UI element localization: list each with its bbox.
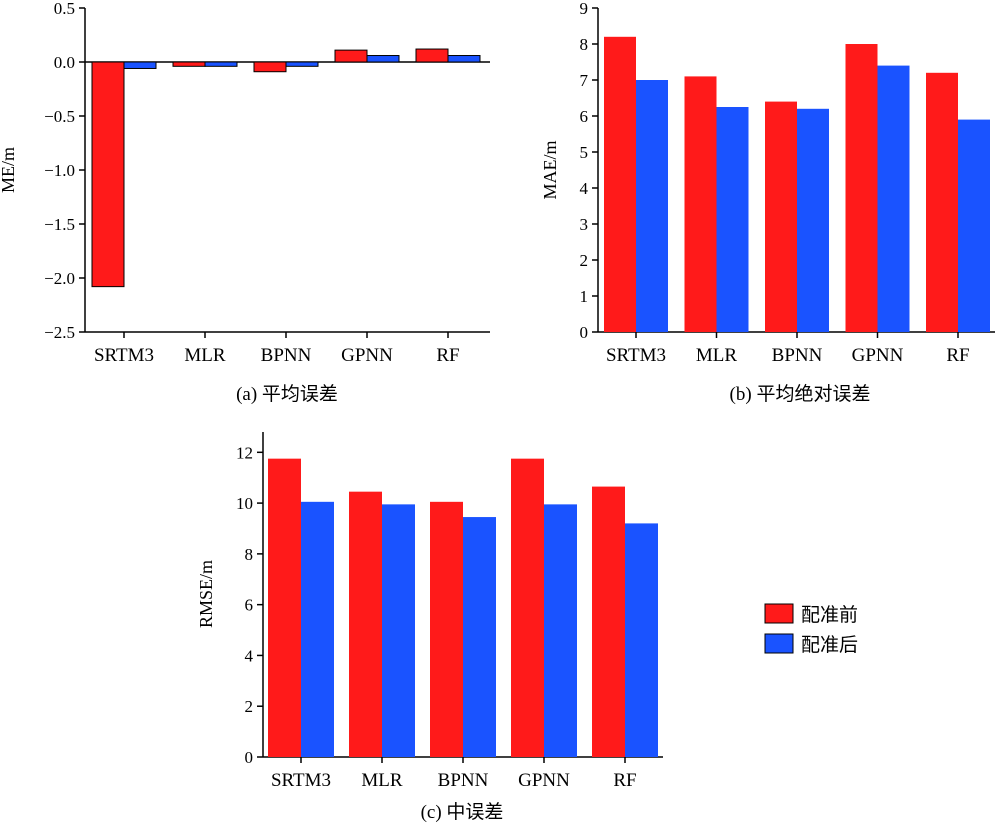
bar-before [91,61,125,288]
y-tick-label: 0 [245,748,254,767]
chart-caption: (b) 平均绝对误差 [730,383,871,405]
x-category-label: MLR [696,345,738,366]
x-category-label: SRTM3 [94,345,154,366]
bar-before [604,36,636,333]
bar-before [172,61,206,67]
bar-after [285,61,319,67]
chart-caption: (c) 中误差 [421,801,504,823]
y-tick-label: −2.5 [44,323,75,342]
bar-before [430,501,463,757]
bar-before [765,101,797,332]
bar-before [253,61,287,73]
bar-after [716,107,749,332]
x-category-label: GPNN [852,345,904,366]
chart-rmse: 0 2 4 6 8 10 12 SRTM3 MLR BPNN GPNN RF RMSE/m (c) 中误差 [196,432,663,823]
y-tick-label: 7 [580,71,589,90]
bar-before [926,72,958,333]
legend-label-before: 配准前 [801,604,858,626]
x-category-label: GPNN [518,770,570,791]
y-tick-label: −1.5 [44,215,75,234]
legend-swatch-before [764,603,794,624]
legend-swatch-after [764,633,794,654]
bar-after [366,55,400,63]
bar-after [625,523,658,757]
y-tick-label: 10 [236,494,253,513]
y-axis-title: RMSE/m [196,560,216,628]
x-category-label: BPNN [772,345,823,366]
chart-caption: (a) 平均误差 [236,383,338,405]
x-category-label: RF [436,345,459,366]
y-axis-title: MAE/m [540,140,560,199]
x-category-label: RF [613,770,636,791]
x-category-label: BPNN [261,345,312,366]
y-tick-label: 8 [245,545,254,564]
x-category-label: MLR [184,345,226,366]
y-tick-label: 9 [580,0,589,18]
y-tick-label: 3 [580,215,589,234]
bar-after [447,55,481,63]
chart-mean-absolute-error: 0 1 2 3 4 5 6 7 8 9 SRTM3 MLR BPNN GPNN RF MAE/m (b) 平均绝… [540,0,995,405]
bar-after [877,65,910,332]
bar-after [958,119,990,332]
bar-after [382,504,415,757]
x-category-label: BPNN [438,770,489,791]
y-tick-label: 6 [580,107,589,126]
bar-before [334,49,368,63]
y-tick-label: 12 [236,443,253,462]
bar-before [268,458,301,757]
bar-before [511,458,544,757]
bar-after [544,504,577,757]
y-tick-label: 0.0 [54,53,75,72]
bar-after [797,108,829,332]
bar-after [636,80,668,332]
legend: 配准前 配准后 [764,603,858,656]
x-category-label: RF [946,345,969,366]
x-category-label: GPNN [341,345,393,366]
y-tick-label: 0 [580,323,589,342]
legend-label-after: 配准后 [801,634,858,656]
y-tick-label: 8 [580,35,589,54]
bar-before [845,44,878,332]
bar-before [684,76,717,333]
x-category-label: SRTM3 [271,770,331,791]
bar-after [301,501,334,757]
y-axis-title: ME/m [0,147,18,193]
y-tick-label: −1.0 [44,161,75,180]
x-category-label: SRTM3 [606,345,666,366]
y-tick-label: −0.5 [44,107,75,126]
bar-before [415,48,449,63]
y-tick-label: 0.5 [54,0,75,18]
y-tick-label: −2.0 [44,269,75,288]
x-category-label: MLR [361,770,403,791]
y-tick-label: 2 [580,251,589,270]
bar-after [463,517,496,757]
bar-before [592,486,625,757]
y-tick-label: 5 [580,143,589,162]
y-tick-label: 2 [245,697,254,716]
chart-mean-error: 0.5 0.0 −0.5 −1.0 −1.5 −2.0 −2.5 SRTM3 MLR BPNN GP… [0,0,490,405]
bar-before [349,491,382,757]
y-tick-label: 1 [580,287,589,306]
y-tick-label: 6 [245,596,254,615]
bar-after [204,61,238,67]
y-tick-label: 4 [580,179,589,198]
bar-after [123,61,157,69]
y-tick-label: 4 [245,646,254,665]
